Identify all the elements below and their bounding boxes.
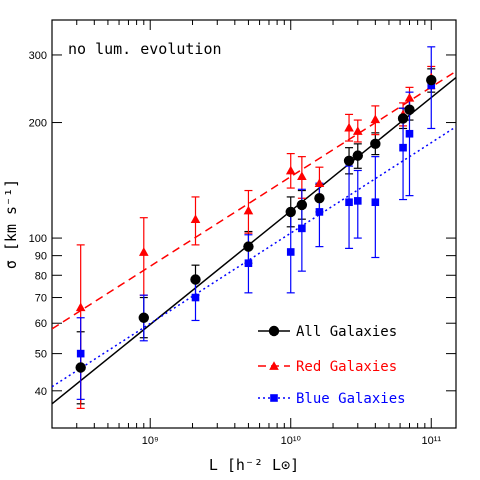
data-point	[343, 155, 355, 166]
data-point	[404, 104, 415, 115]
y-axis-label-prefix: σ	[2, 251, 20, 269]
x-axis-label-units: [h⁻² L⊙]	[227, 456, 299, 474]
y-tick-labels: 40 50 60 70 80 90 100 200 300	[29, 50, 47, 398]
data-point	[297, 171, 307, 180]
data-point	[371, 198, 380, 207]
data-point	[296, 199, 308, 211]
x-axis-label-prefix: L	[209, 456, 227, 474]
y-axis-label-units: [km s⁻¹]	[2, 179, 20, 251]
data-point	[314, 178, 325, 188]
data-point	[285, 165, 296, 175]
y-tick-label: 70	[35, 293, 47, 305]
data-point	[345, 198, 353, 207]
fit-line	[52, 70, 456, 330]
data-point	[405, 129, 414, 138]
data-point	[370, 138, 381, 150]
data-point	[426, 74, 437, 86]
x-tick-label: 10⁹	[142, 435, 159, 447]
x-axis-label: L [h⁻² L⊙]	[209, 456, 299, 474]
y-tick-label: 40	[35, 386, 47, 398]
legend-marker	[270, 394, 278, 402]
legend-marker	[269, 361, 279, 370]
data-point	[190, 274, 201, 285]
y-tick-label: 60	[35, 318, 47, 330]
data-point	[352, 150, 363, 161]
legend-label: All Galaxies	[296, 324, 397, 340]
legend: All Galaxies Red Galaxies Blue Galaxies	[258, 324, 406, 407]
y-axis-label: σ [km s⁻¹]	[2, 179, 20, 269]
axis-ticks	[51, 20, 456, 428]
data-point	[353, 197, 362, 205]
data-point	[404, 93, 415, 102]
data-point	[191, 293, 200, 302]
data-point	[138, 247, 149, 256]
y-tick-label: 300	[29, 50, 47, 62]
error-bars	[76, 46, 436, 409]
data-point	[397, 113, 409, 124]
plot-frame	[51, 19, 457, 429]
data-point	[314, 193, 325, 204]
legend-marker	[268, 325, 280, 337]
data-point	[370, 114, 381, 124]
data-point	[352, 126, 363, 135]
data-point	[190, 214, 201, 224]
y-tick-label: 90	[35, 251, 47, 263]
x-tick-label: 10¹⁰	[281, 435, 302, 447]
data-point	[75, 302, 86, 312]
legend-label: Red Galaxies	[296, 359, 397, 375]
chart-annotation: no lum. evolution	[68, 40, 222, 58]
legend-label: Blue Galaxies	[296, 391, 406, 407]
data-point	[138, 312, 149, 323]
x-tick-labels: 10⁹ 10¹⁰ 10¹¹	[142, 435, 442, 447]
data-point	[315, 208, 324, 216]
fit-lines	[52, 70, 456, 405]
fit-line	[52, 76, 456, 405]
data-point	[298, 224, 306, 233]
data-point	[399, 143, 407, 152]
data-point	[427, 81, 436, 90]
data-point	[243, 241, 254, 252]
data-point	[75, 362, 86, 373]
fit-line	[52, 126, 456, 388]
y-tick-label: 100	[29, 233, 47, 245]
y-tick-label: 80	[35, 270, 47, 282]
data-point	[244, 259, 253, 268]
data-point	[286, 248, 295, 256]
y-tick-label: 50	[35, 349, 47, 361]
data-markers	[75, 72, 437, 373]
y-tick-label: 200	[29, 118, 47, 130]
x-tick-label: 10¹¹	[421, 435, 441, 447]
data-point	[344, 122, 354, 132]
data-point	[76, 349, 85, 358]
data-point	[243, 205, 254, 215]
data-point	[285, 206, 296, 218]
